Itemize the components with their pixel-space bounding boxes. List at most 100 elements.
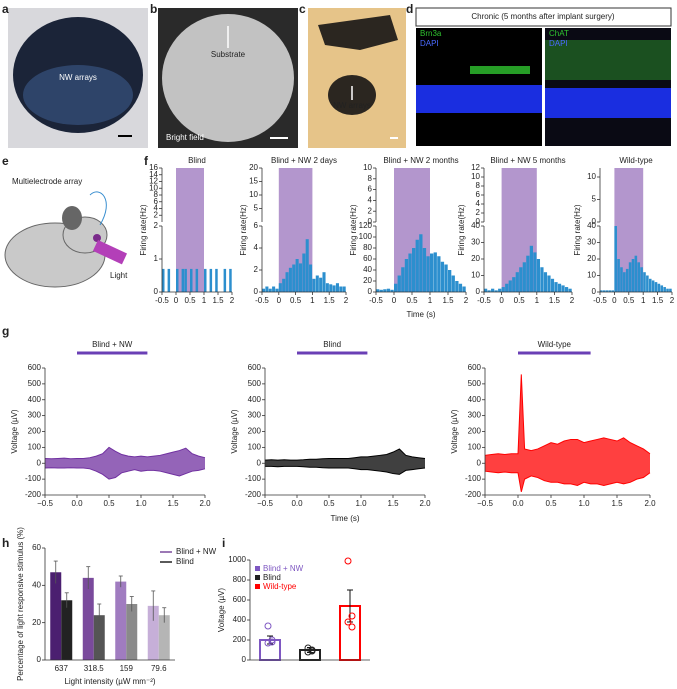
- mouse-ear: [62, 206, 82, 230]
- legend-label: Wild-type: [263, 582, 297, 591]
- bar: [557, 283, 562, 292]
- data-point: [308, 647, 316, 655]
- y-tick-label: 1000: [228, 555, 246, 564]
- y-tick-label: 8: [368, 174, 373, 183]
- y-axis-label: Voltage (µV): [230, 409, 239, 454]
- y-tick-label: 200: [28, 427, 42, 436]
- legend-swatch: [255, 566, 260, 571]
- bar: [332, 285, 336, 292]
- y-tick-label: 20: [363, 276, 372, 285]
- y-tick-label: 2: [154, 221, 159, 230]
- y-tick-label: 12: [149, 177, 158, 186]
- y-tick-label: 0: [477, 458, 482, 467]
- y-tick-label: 4: [254, 243, 259, 252]
- y-tick-label: 2: [154, 210, 159, 219]
- x-tick-label: 0.5: [514, 296, 526, 305]
- y-tick-label: 100: [468, 442, 482, 451]
- bar: [383, 289, 387, 292]
- x-tick-label: 79.6: [151, 664, 167, 673]
- panel-title: Blind: [188, 156, 206, 165]
- bar: [654, 282, 658, 292]
- x-tick-label: 2.0: [644, 499, 656, 508]
- y-axis-label: Voltage (µV): [10, 409, 19, 454]
- bar: [505, 283, 509, 292]
- y-axis-label: Firing rate(Hz): [239, 204, 248, 255]
- bar: [204, 268, 207, 292]
- x-tick-label: 159: [120, 664, 134, 673]
- x-tick-label: 1.0: [578, 499, 590, 508]
- x-tick-label: 1: [535, 296, 540, 305]
- bar: [408, 253, 412, 292]
- bar: [458, 283, 463, 292]
- bar: [487, 290, 491, 292]
- bar: [536, 259, 541, 292]
- substrate: [162, 14, 294, 142]
- cable: [89, 191, 107, 226]
- y-tick-label: 600: [248, 363, 262, 372]
- x-tick-label: 0.0: [71, 499, 83, 508]
- photo-label: Substrate: [211, 50, 246, 59]
- bar: [272, 286, 276, 292]
- bar: [533, 252, 537, 292]
- x-tick-label: 1.5: [549, 296, 561, 305]
- y-tick-label: 0: [254, 287, 259, 296]
- y-tick-label: 200: [468, 427, 482, 436]
- bar: [229, 268, 232, 292]
- y-tick-label: -100: [245, 474, 262, 483]
- y-tick-label: 80: [363, 243, 372, 252]
- bar: [292, 264, 296, 292]
- x-tick-label: −0.5: [477, 499, 493, 508]
- bar: [608, 290, 612, 292]
- bar: [126, 604, 138, 660]
- bar: [614, 226, 617, 292]
- x-tick-label: 1.5: [442, 296, 454, 305]
- bar: [494, 290, 498, 292]
- dapi-band: [545, 88, 671, 118]
- x-tick-label: 0.0: [291, 499, 303, 508]
- x-tick-label: −0.5: [257, 499, 273, 508]
- y-axis-label: Percentage of light responsive stimulus …: [16, 527, 25, 681]
- y-tick-label: 200: [248, 427, 262, 436]
- x-tick-label: 1: [202, 296, 207, 305]
- x-tick-label: 1.5: [167, 499, 179, 508]
- y-tick-label: 400: [248, 395, 262, 404]
- bar: [519, 267, 523, 292]
- bar: [305, 239, 309, 292]
- panel-title: Blind + NW: [92, 340, 133, 349]
- x-tick-label: 0.5: [545, 499, 557, 508]
- panel-label: g: [2, 324, 9, 338]
- y-axis-label: Voltage (µV): [217, 588, 226, 633]
- y-tick-label: 10: [363, 163, 372, 172]
- bar: [288, 267, 292, 292]
- bar: [625, 268, 629, 292]
- bar: [298, 263, 303, 292]
- y-tick-label: -200: [25, 490, 42, 499]
- bar: [282, 278, 286, 292]
- bar: [268, 288, 272, 292]
- panel-title: Blind + NW 2 months: [383, 156, 458, 165]
- bar: [419, 234, 423, 292]
- y-tick-label: 15: [249, 177, 258, 186]
- bar: [319, 277, 323, 292]
- y-tick-label: 14: [149, 170, 158, 179]
- stain-label: Brn3a: [420, 29, 442, 38]
- photo-label: NW arrays: [59, 73, 97, 82]
- y-axis-label: Firing rate(Hz): [349, 204, 358, 255]
- y-tick-label: 12: [471, 163, 480, 172]
- bar: [515, 272, 519, 292]
- bar: [335, 283, 339, 292]
- schematic-title: Multielectrode array: [12, 177, 82, 186]
- bar: [522, 262, 526, 292]
- bar: [437, 256, 441, 292]
- bar: [611, 290, 615, 292]
- trace-fill: [265, 448, 425, 475]
- y-tick-label: 40: [471, 221, 480, 230]
- bar: [455, 281, 459, 292]
- y-tick-label: -100: [465, 474, 482, 483]
- y-tick-label: 4: [368, 196, 373, 205]
- x-tick-label: 0: [174, 296, 179, 305]
- x-tick-label: 0: [499, 296, 504, 305]
- photo-caption: Bright field: [166, 133, 204, 142]
- bar: [628, 262, 632, 292]
- bar: [167, 268, 171, 292]
